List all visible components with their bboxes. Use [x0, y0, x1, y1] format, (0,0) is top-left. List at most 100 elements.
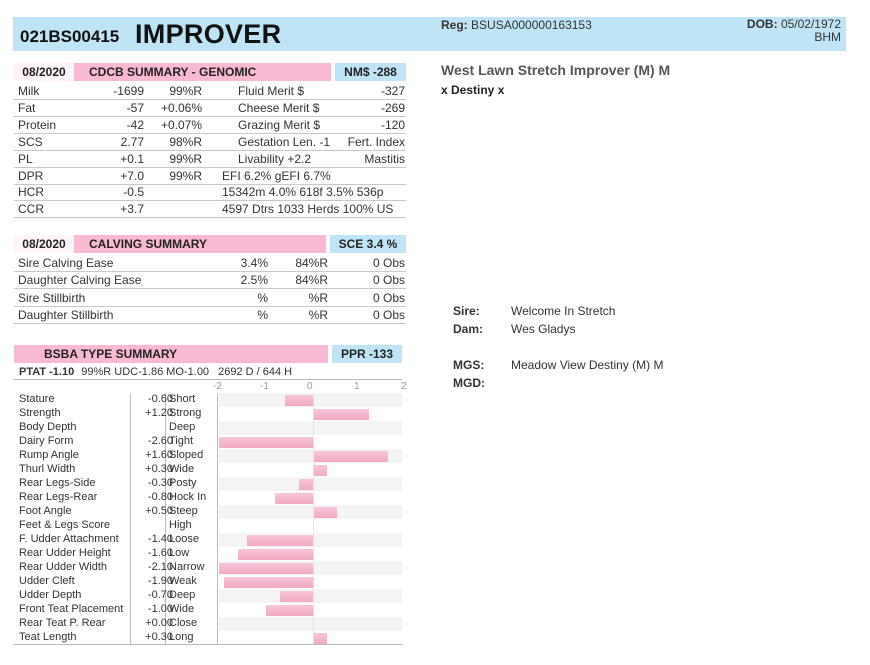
type-bar	[223, 577, 313, 588]
type-bar	[266, 605, 313, 616]
cdcb-value2: -269	[380, 100, 405, 115]
cdcb-value: -42	[126, 117, 144, 132]
chart-stripe	[219, 519, 402, 533]
type-desc: Narrow	[169, 561, 205, 573]
reg-label: Reg:	[441, 18, 468, 32]
type-value: -0.70	[147, 589, 173, 601]
calving-date: 08/2020	[14, 235, 75, 253]
zero-line	[313, 393, 314, 644]
type-title: BSBA TYPE SUMMARY	[44, 347, 178, 361]
calving-rel: 84%R	[295, 256, 328, 270]
calving-row: Daughter Stillbirth% %R 0 Obs	[14, 307, 406, 324]
calving-rel: 84%R	[295, 273, 328, 288]
dob-label: DOB:	[746, 17, 778, 31]
cdcb-value: -57	[126, 100, 144, 115]
type-bar	[219, 563, 313, 574]
cdcb-rel: +0.07%	[160, 117, 202, 132]
type-bar	[219, 437, 313, 448]
type-title-bar: BSBA TYPE SUMMARY	[14, 345, 328, 363]
calving-trait: Daughter Calving Ease	[18, 273, 142, 288]
type-row: Udder Cleft -1.90 Weak	[14, 575, 402, 589]
type-trait: Body Depth	[19, 421, 77, 433]
type-value: +0.30	[145, 463, 173, 475]
type-desc: Low	[169, 547, 190, 559]
chart-stripe	[219, 421, 402, 435]
cdcb-rel: 99%R	[169, 168, 202, 183]
cdcb-label: 4597 Dtrs 1033 Herds 100% US	[222, 202, 394, 217]
cdcb-rel: +0.06%	[160, 100, 202, 115]
type-bar	[280, 591, 313, 602]
type-desc: High	[169, 519, 192, 531]
type-desc: Tight	[169, 435, 194, 447]
cdcb-trait: HCR	[18, 185, 44, 200]
ppr-badge: PPR -133	[332, 345, 402, 363]
type-bar	[298, 479, 313, 490]
type-value: -0.30	[147, 477, 173, 489]
type-value: -2.10	[147, 561, 173, 573]
type-bar	[247, 535, 313, 546]
dam-name[interactable]: Wes Gladys	[511, 322, 576, 336]
cdcb-label: Gestation Len. -1	[238, 134, 331, 149]
type-trait: Udder Cleft	[19, 575, 75, 587]
ptat-info: 99%R UDC-1.86 MO-1.00	[81, 366, 210, 378]
cdcb-rel: 98%R	[169, 134, 202, 149]
calving-row: Sire Calving Ease 3.4% 84%R 0 Obs	[14, 255, 406, 272]
type-bar	[284, 395, 313, 406]
cross-line: x Destiny x	[441, 83, 505, 97]
type-bar	[275, 493, 313, 504]
reg-value: BSUSA000000163153	[471, 18, 592, 32]
type-value: -0.60	[147, 393, 173, 405]
mgs-name[interactable]: Meadow View Destiny (M) M	[511, 358, 664, 372]
cdcb-row: PL +0.1 99%R Livability +2.2 Mastitis	[14, 151, 406, 168]
cdcb-trait: PL	[18, 151, 33, 166]
cdcb-row: SCS 2.77 98%R Gestation Len. -1 Fert. Index	[14, 134, 406, 151]
calving-rel: %R	[308, 307, 328, 322]
type-value: +0.50	[145, 505, 173, 517]
header-bar	[13, 17, 846, 51]
type-trait: Teat Length	[19, 631, 77, 643]
type-trait: Feet & Legs Score	[19, 519, 111, 531]
type-bar	[313, 507, 337, 518]
type-trait: Rump Angle	[19, 449, 79, 461]
animal-name: IMPROVER	[135, 19, 282, 49]
type-trait: Rear Udder Height	[19, 547, 111, 559]
calving-title: CALVING SUMMARY	[89, 237, 207, 251]
type-desc: Wide	[169, 603, 195, 615]
axis-tick-label: -2	[213, 381, 222, 392]
cdcb-trait: DPR	[18, 168, 44, 183]
type-bar	[237, 549, 313, 560]
type-desc: Wide	[169, 463, 195, 475]
type-trait: Udder Depth	[19, 589, 82, 601]
type-row: F. Udder Attachment -1.40 Loose	[14, 533, 402, 547]
calving-trait: Daughter Stillbirth	[18, 307, 114, 322]
calving-obs: 0 Obs	[372, 290, 405, 305]
calving-rel: %R	[308, 290, 328, 305]
cdcb-trait: CCR	[18, 202, 44, 217]
sire-name[interactable]: Welcome In Stretch	[511, 304, 616, 318]
sce-badge: SCE 3.4 %	[330, 235, 406, 253]
type-trait: Rear Legs-Rear	[19, 491, 98, 503]
type-column-divider	[165, 393, 166, 644]
cdcb-trait: Milk	[18, 84, 40, 98]
type-value: +0.30	[145, 631, 173, 643]
type-desc: Loose	[169, 533, 199, 545]
type-desc: Weak	[169, 575, 197, 587]
cdcb-row: Milk -1699 99%R Fluid Merit $ -327	[14, 83, 406, 100]
type-row: Rear Legs-Side -0.30 Posty	[14, 477, 402, 491]
chart-stripe	[219, 631, 402, 645]
type-value: -1.40	[147, 533, 173, 545]
cdcb-value: +7.0	[120, 168, 144, 183]
cdcb-label: Grazing Merit $	[238, 117, 321, 132]
cdcb-value2: Fert. Index	[347, 134, 405, 149]
type-value: -0.80	[147, 491, 173, 503]
chart-stripe	[219, 463, 402, 477]
type-bottom-line	[14, 644, 402, 645]
axis-tick-label: 0	[307, 381, 313, 392]
cdcb-date: 08/2020	[14, 63, 75, 81]
axis-tick-label: 1	[354, 381, 360, 392]
type-row: Foot Angle +0.50 Steep	[14, 505, 402, 519]
dob-block: DOB: 05/02/1972 BHM	[747, 18, 841, 44]
cdcb-value2: -327	[380, 84, 405, 98]
cdcb-title: CDCB SUMMARY - GENOMIC	[89, 65, 257, 79]
type-row: Thurl Width +0.30 Wide	[14, 463, 402, 477]
